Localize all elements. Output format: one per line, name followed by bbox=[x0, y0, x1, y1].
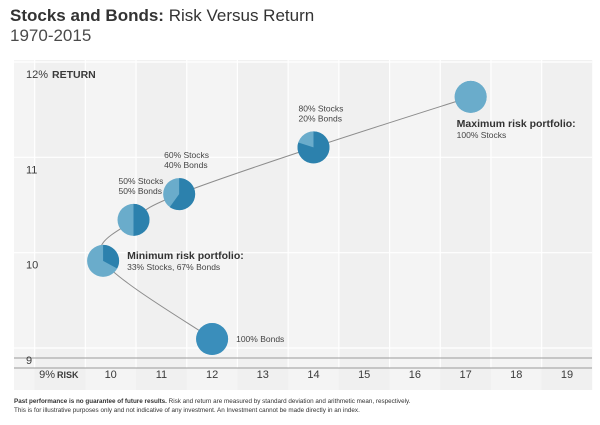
x-tick-label: 18 bbox=[510, 369, 522, 381]
portfolio-point-bond-fill bbox=[196, 323, 229, 356]
y-axis-label: RETURN bbox=[52, 69, 96, 81]
point-label: 40% Bonds bbox=[164, 160, 207, 170]
x-tick-label: 17 bbox=[459, 369, 471, 381]
point-label: 100% Stocks bbox=[457, 130, 507, 140]
grid-band bbox=[541, 60, 593, 390]
portfolio-point-stock-slice bbox=[133, 203, 150, 236]
point-label: 20% Bonds bbox=[299, 113, 342, 123]
chart-title: Stocks and Bonds: Risk Versus Return bbox=[10, 6, 314, 26]
x-tick-label: 11 bbox=[156, 369, 167, 381]
footnote: Past performance is no guarantee of futu… bbox=[14, 397, 599, 415]
portfolio-point-stock-slice bbox=[103, 244, 120, 269]
grid-band bbox=[440, 60, 491, 390]
chart-title-bold: Stocks and Bonds: bbox=[10, 6, 164, 25]
plot-background bbox=[14, 60, 592, 390]
footnote-line2: This is for illustrative purposes only a… bbox=[14, 407, 360, 414]
x-tick-label: 10 bbox=[105, 369, 117, 381]
footnote-disclaimer-bold: Past performance is no guarantee of futu… bbox=[14, 398, 167, 405]
x-tick-label: 19 bbox=[561, 369, 573, 381]
efficient-frontier-curve bbox=[99, 96, 471, 340]
x-tick-label: 9% bbox=[39, 369, 55, 381]
y-tick-label: 11 bbox=[26, 164, 37, 176]
x-axis-label: RISK bbox=[57, 370, 79, 380]
point-label: 100% Bonds bbox=[236, 334, 284, 344]
y-tick-label: 9 bbox=[26, 355, 32, 367]
point-label: 50% Bonds bbox=[119, 186, 162, 196]
x-tick-label: 16 bbox=[409, 369, 421, 381]
x-tick-label: 13 bbox=[257, 369, 269, 381]
x-tick-label: 14 bbox=[307, 369, 319, 381]
footnote-line1: Risk and return are measured by standard… bbox=[166, 398, 411, 405]
point-label: 33% Stocks, 67% Bonds bbox=[127, 262, 220, 272]
point-label: 60% Stocks bbox=[164, 150, 209, 160]
grid-band bbox=[338, 60, 390, 390]
portfolio-point-stock-fill bbox=[454, 80, 487, 113]
chart-title-rest: Risk Versus Return bbox=[163, 6, 315, 25]
point-label: 50% Stocks bbox=[119, 176, 164, 186]
portfolio-point-stock-slice bbox=[297, 131, 330, 164]
point-label: 80% Stocks bbox=[299, 103, 344, 113]
point-bold-label: Minimum risk portfolio: bbox=[127, 250, 244, 262]
point-bold-label: Maximum risk portfolio: bbox=[457, 118, 576, 130]
grid-band bbox=[34, 60, 86, 390]
y-tick-label: 10 bbox=[26, 260, 38, 272]
portfolio-point-stock-slice bbox=[169, 178, 196, 211]
x-tick-label: 12 bbox=[206, 369, 218, 381]
y-tick-label: 12% bbox=[26, 69, 48, 81]
x-tick-label: 15 bbox=[358, 369, 370, 381]
chart-subtitle: 1970-2015 bbox=[10, 26, 92, 45]
grid-band bbox=[237, 60, 289, 390]
